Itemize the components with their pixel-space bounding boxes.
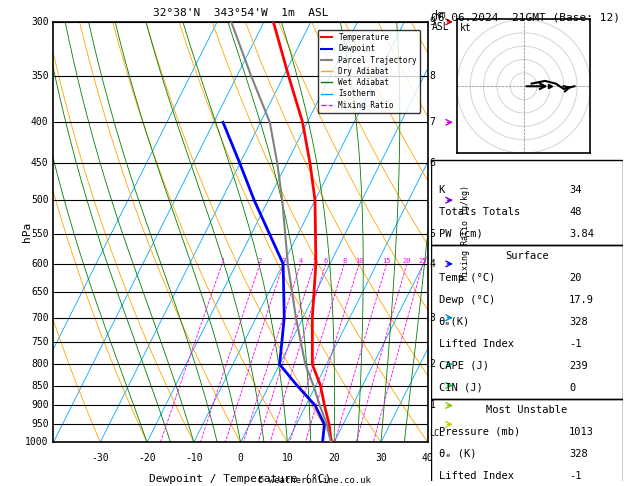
Text: 3: 3 bbox=[430, 312, 435, 323]
Bar bbox=[431, 399, 623, 486]
Text: 650: 650 bbox=[31, 287, 48, 297]
Text: 328: 328 bbox=[569, 317, 587, 327]
Text: 450: 450 bbox=[31, 158, 48, 169]
Text: Lifted Index: Lifted Index bbox=[438, 470, 513, 481]
Text: 4: 4 bbox=[299, 258, 303, 264]
Text: km: km bbox=[435, 10, 447, 20]
Text: 900: 900 bbox=[31, 400, 48, 411]
Text: θₑ(K): θₑ(K) bbox=[438, 317, 470, 327]
Text: 5: 5 bbox=[312, 258, 316, 264]
Bar bbox=[431, 245, 623, 399]
Text: Totals Totals: Totals Totals bbox=[438, 207, 520, 217]
Text: 850: 850 bbox=[31, 381, 48, 391]
Text: 1013: 1013 bbox=[569, 427, 594, 436]
Text: 239: 239 bbox=[569, 361, 587, 371]
Text: 3.84: 3.84 bbox=[569, 229, 594, 239]
Text: 7: 7 bbox=[430, 117, 435, 127]
Text: 700: 700 bbox=[31, 312, 48, 323]
Text: 8: 8 bbox=[342, 258, 347, 264]
Text: 15: 15 bbox=[382, 258, 391, 264]
Text: 17.9: 17.9 bbox=[569, 295, 594, 305]
Text: 350: 350 bbox=[31, 70, 48, 81]
Text: 10: 10 bbox=[355, 258, 364, 264]
Text: kt: kt bbox=[460, 23, 471, 34]
Text: Dewp (°C): Dewp (°C) bbox=[438, 295, 495, 305]
Text: -1: -1 bbox=[569, 339, 581, 348]
Text: 328: 328 bbox=[569, 449, 587, 459]
Text: © weatheronline.co.uk: © weatheronline.co.uk bbox=[258, 476, 371, 485]
Legend: Temperature, Dewpoint, Parcel Trajectory, Dry Adiabat, Wet Adiabat, Isotherm, Mi: Temperature, Dewpoint, Parcel Trajectory… bbox=[318, 30, 420, 113]
Text: 0: 0 bbox=[569, 382, 576, 393]
Text: 1000: 1000 bbox=[25, 437, 48, 447]
Text: 20: 20 bbox=[403, 258, 411, 264]
Text: -1: -1 bbox=[569, 470, 581, 481]
Text: Surface: Surface bbox=[505, 251, 548, 261]
Text: 20: 20 bbox=[569, 273, 581, 283]
Text: 800: 800 bbox=[31, 359, 48, 369]
Text: LCL: LCL bbox=[430, 429, 445, 438]
Text: Lifted Index: Lifted Index bbox=[438, 339, 513, 348]
Text: 34: 34 bbox=[569, 185, 581, 195]
Text: PW (cm): PW (cm) bbox=[438, 229, 482, 239]
Text: 0: 0 bbox=[238, 453, 243, 463]
Text: 06.06.2024  21GMT (Base: 12): 06.06.2024 21GMT (Base: 12) bbox=[431, 12, 620, 22]
Text: 3: 3 bbox=[281, 258, 286, 264]
Text: -20: -20 bbox=[138, 453, 156, 463]
Text: 1: 1 bbox=[430, 400, 435, 411]
Text: 32°38'N  343°54'W  1m  ASL: 32°38'N 343°54'W 1m ASL bbox=[153, 8, 328, 17]
Text: 300: 300 bbox=[31, 17, 48, 27]
Text: 750: 750 bbox=[31, 337, 48, 347]
Text: 20: 20 bbox=[328, 453, 340, 463]
Text: 5: 5 bbox=[430, 228, 435, 239]
Text: Temp (°C): Temp (°C) bbox=[438, 273, 495, 283]
Text: 25: 25 bbox=[419, 258, 427, 264]
Text: 6: 6 bbox=[324, 258, 328, 264]
Text: 9: 9 bbox=[430, 17, 435, 27]
Text: 400: 400 bbox=[31, 117, 48, 127]
Text: CAPE (J): CAPE (J) bbox=[438, 361, 489, 371]
Text: Pressure (mb): Pressure (mb) bbox=[438, 427, 520, 436]
Text: 2: 2 bbox=[430, 359, 435, 369]
Text: 30: 30 bbox=[375, 453, 387, 463]
Text: 8: 8 bbox=[430, 70, 435, 81]
Text: Dewpoint / Temperature (°C): Dewpoint / Temperature (°C) bbox=[150, 474, 331, 484]
Text: 10: 10 bbox=[282, 453, 293, 463]
Text: CIN (J): CIN (J) bbox=[438, 382, 482, 393]
Text: 950: 950 bbox=[31, 419, 48, 429]
Text: 6: 6 bbox=[430, 158, 435, 169]
Bar bbox=[431, 159, 623, 245]
Text: 4: 4 bbox=[430, 259, 435, 269]
Text: Most Unstable: Most Unstable bbox=[486, 405, 567, 415]
Text: -10: -10 bbox=[185, 453, 203, 463]
Text: 500: 500 bbox=[31, 195, 48, 205]
Text: -30: -30 bbox=[91, 453, 109, 463]
Text: θₑ (K): θₑ (K) bbox=[438, 449, 476, 459]
Text: K: K bbox=[438, 185, 445, 195]
Text: Mixing Ratio (g/kg): Mixing Ratio (g/kg) bbox=[460, 185, 470, 279]
Text: 600: 600 bbox=[31, 259, 48, 269]
Text: 1: 1 bbox=[220, 258, 224, 264]
Text: 2: 2 bbox=[258, 258, 262, 264]
Text: hPa: hPa bbox=[22, 222, 32, 242]
Text: 40: 40 bbox=[422, 453, 433, 463]
Text: 48: 48 bbox=[569, 207, 581, 217]
Text: 550: 550 bbox=[31, 228, 48, 239]
Text: ASL: ASL bbox=[432, 22, 450, 33]
